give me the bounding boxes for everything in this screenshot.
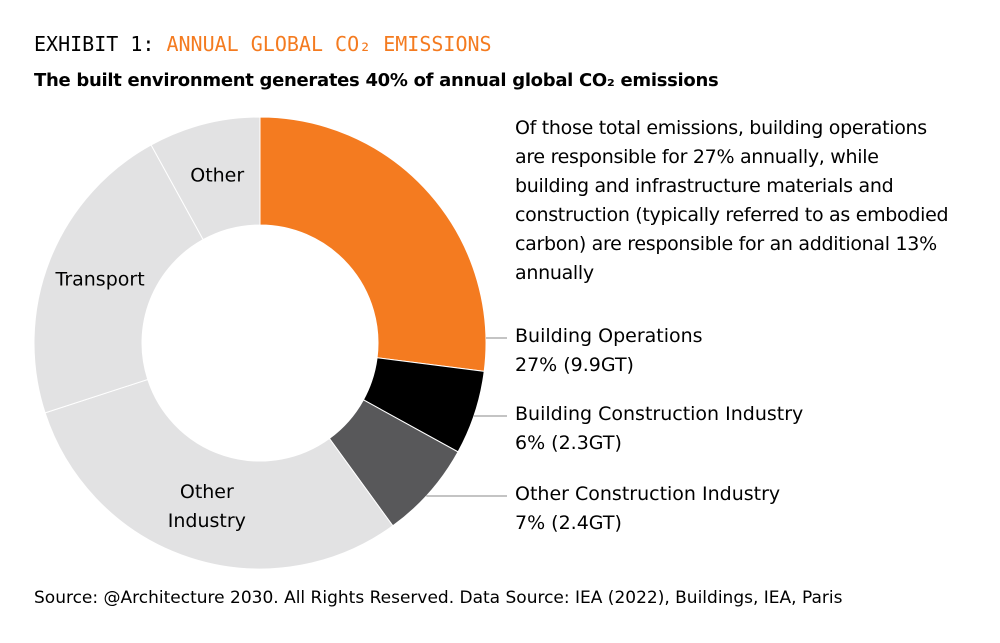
segment-label: Other xyxy=(190,164,245,187)
donut-segment xyxy=(44,378,394,570)
donut-segment xyxy=(259,116,487,372)
exhibit: EXHIBIT 1: xyxy=(34,32,155,56)
value-label: 27% (9.9GT) xyxy=(515,354,634,376)
header: EXHIBIT 1: ANNUAL GLOBAL CO₂ EMISSIONS xyxy=(34,32,492,56)
segment-label: Building Operations xyxy=(515,325,703,347)
value-label: 6% (2.3GT) xyxy=(515,432,622,454)
segment-label: Building Construction Industry xyxy=(515,403,804,425)
value-label: 7% (2.4GT) xyxy=(515,512,622,534)
segment-label: Other Construction Industry xyxy=(515,483,781,505)
subtitle: The built environment generates 40% of a… xyxy=(34,70,719,91)
donut-segment xyxy=(150,116,261,241)
segment-label: Transport xyxy=(55,268,145,291)
chart-title: ANNUAL GLOBAL CO₂ EMISSIONS xyxy=(166,32,492,56)
donut-segment xyxy=(33,144,204,414)
segment-label: Other Industry xyxy=(167,480,246,532)
source: Source: @Architecture 2030. All Rights R… xyxy=(34,588,843,608)
annotation: Of those total emissions, building opera… xyxy=(515,117,949,284)
